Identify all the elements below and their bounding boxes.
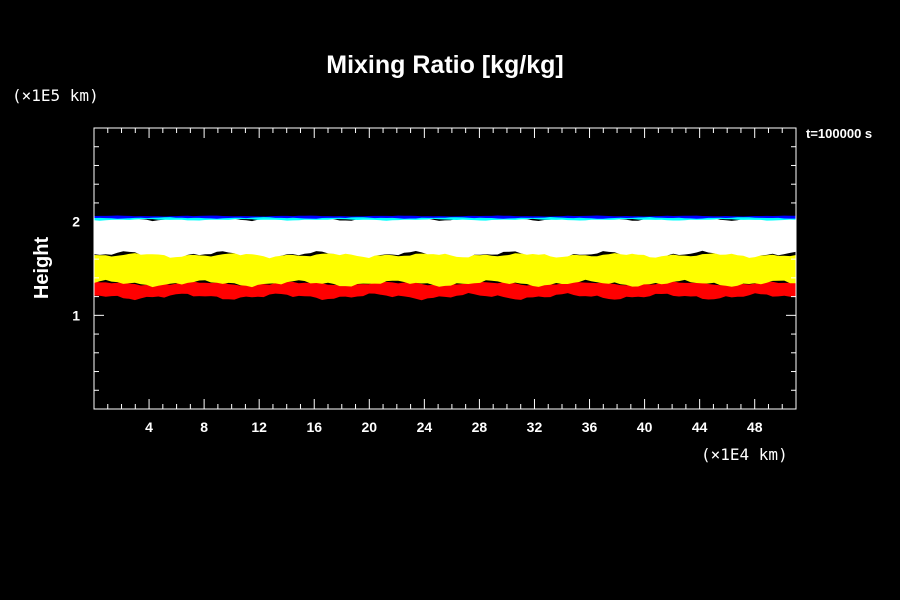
x-tick-label: 8 [200, 419, 208, 435]
chart-title: Mixing Ratio [kg/kg] [326, 51, 564, 79]
x-tick-label: 20 [362, 419, 378, 435]
axis-ticks [94, 128, 796, 409]
time-label: t=100000 s [806, 126, 872, 141]
x-tick-label: 48 [747, 419, 763, 435]
mixing-ratio-band [94, 215, 796, 219]
mixing-ratio-band [94, 252, 796, 288]
mixing-ratio-field [94, 215, 796, 301]
x-tick-label: 24 [417, 419, 433, 435]
x-tick-label: 44 [692, 419, 708, 435]
plot-frame [93, 127, 797, 410]
mixing-ratio-band [94, 281, 796, 301]
y-axis-label: Height [31, 237, 53, 300]
y-unit-label: (×1E5 km) [12, 86, 99, 105]
x-tick-label: 12 [251, 419, 267, 435]
x-tick-label: 36 [582, 419, 598, 435]
x-tick-label: 16 [306, 419, 322, 435]
x-tick-label: 40 [637, 419, 653, 435]
x-tick-label: 4 [145, 419, 153, 435]
x-tick-label: 28 [472, 419, 488, 435]
x-tick-label: 32 [527, 419, 543, 435]
y-tick-label: 1 [72, 307, 80, 323]
x-unit-label: (×1E4 km) [701, 445, 788, 464]
mixing-ratio-band [94, 216, 796, 259]
y-tick-label: 2 [72, 214, 80, 230]
